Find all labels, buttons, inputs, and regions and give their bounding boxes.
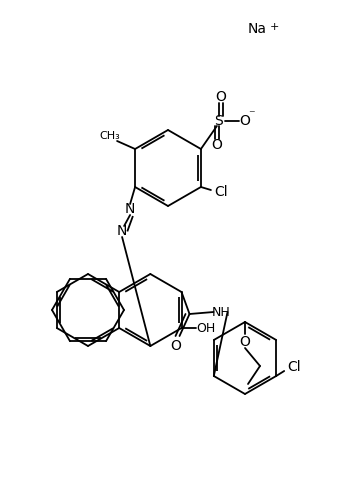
Text: +: + [270, 22, 279, 32]
Text: ⁻: ⁻ [249, 108, 255, 121]
Text: CH₃: CH₃ [100, 131, 121, 141]
Text: OH: OH [196, 321, 215, 334]
Text: O: O [211, 138, 222, 152]
Text: N: N [117, 224, 127, 238]
Text: O: O [216, 90, 226, 104]
Text: NH: NH [212, 306, 231, 318]
Text: Cl: Cl [287, 360, 301, 374]
Text: Na: Na [248, 22, 267, 36]
Text: N: N [125, 202, 135, 216]
Text: O: O [170, 339, 181, 353]
Text: O: O [239, 335, 251, 349]
Text: Cl: Cl [214, 185, 228, 199]
Text: O: O [239, 114, 250, 128]
Text: S: S [215, 114, 223, 128]
